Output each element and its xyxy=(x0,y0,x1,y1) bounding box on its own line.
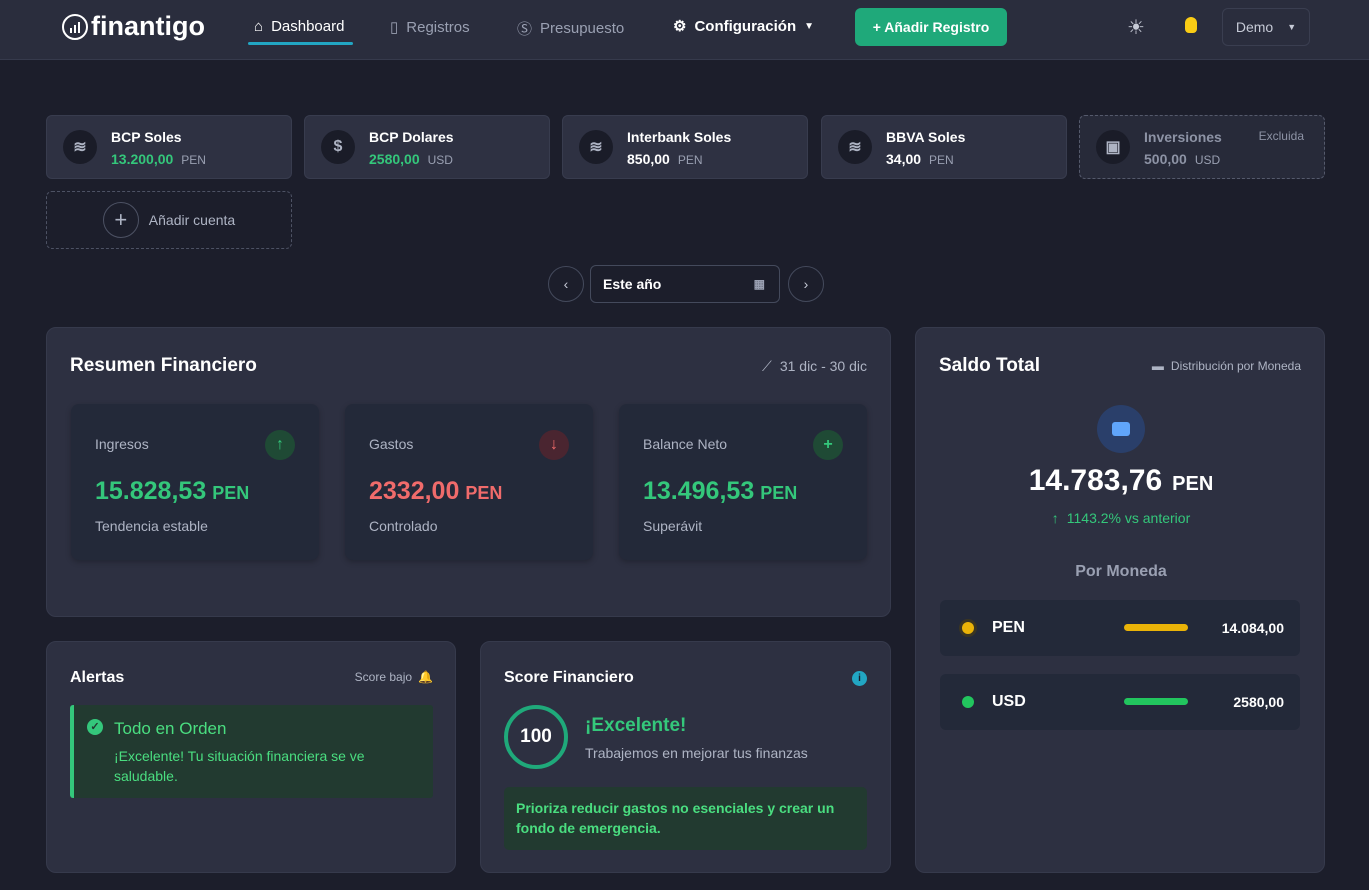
currency-bar xyxy=(1124,698,1188,705)
date-range: 31 dic - 30 dic xyxy=(779,358,867,374)
nav-dashboard[interactable]: ⌂ Dashboard xyxy=(254,18,345,35)
logo-chart-icon xyxy=(62,13,88,40)
nav-configuracion[interactable]: ⚙ Configuración ▼ xyxy=(673,17,815,36)
coins-icon: ≋ xyxy=(579,130,613,164)
coins-icon: ≋ xyxy=(838,130,872,164)
chart-line-icon: ⟋ xyxy=(762,358,772,374)
lightbulb-icon[interactable] xyxy=(1185,17,1197,33)
bell-icon: 🔔 xyxy=(418,670,433,684)
arrow-up-icon: ↑ xyxy=(265,430,295,460)
currency-row-usd[interactable]: USD 2580,00 xyxy=(940,674,1300,730)
plus-icon: + xyxy=(102,202,139,238)
dollar-circle-icon: Ⓢ xyxy=(517,21,533,38)
arrow-down-icon: ↓ xyxy=(539,430,569,460)
logo[interactable]: finantigo xyxy=(62,11,205,42)
coins-icon: ≋ xyxy=(63,130,97,164)
account-card[interactable]: ≋ Interbank Soles 850,00 PEN xyxy=(562,115,808,179)
score-tip: Prioriza reducir gastos no esenciales y … xyxy=(504,787,867,850)
alert-item: ✓ Todo en Orden ¡Excelente! Tu situación… xyxy=(70,705,433,798)
expenses-card: Gastos ↓ 2332,00 PEN Controlado xyxy=(345,404,593,560)
clipboard-icon: ▯ xyxy=(390,19,399,36)
sun-icon[interactable]: ☀ xyxy=(1127,17,1145,39)
arrow-up-icon: ↑ xyxy=(1051,510,1059,526)
top-nav: finantigo ⌂ Dashboard ▯ Registros Ⓢ Presupu… xyxy=(0,0,1369,60)
add-record-button[interactable]: + Añadir Registro xyxy=(855,8,1007,46)
user-menu[interactable]: Demo ▼ xyxy=(1222,8,1310,46)
plus-icon: + xyxy=(813,430,843,460)
dollar-icon: $ xyxy=(321,130,355,164)
chevron-down-icon: ▼ xyxy=(804,20,815,32)
income-card: Ingresos ↑ 15.828,53 PEN Tendencia estable xyxy=(71,404,319,560)
next-period-button[interactable]: › xyxy=(788,266,824,302)
summary-title: Resumen Financiero xyxy=(70,355,257,376)
score-badge: Score bajo xyxy=(354,670,413,684)
alerts-panel: Alertas Score bajo 🔔 ✓ Todo en Orden ¡Exc… xyxy=(46,641,456,873)
wallet-icon: ▬ xyxy=(1151,359,1164,373)
wallet-icon xyxy=(1097,405,1145,453)
calendar-icon: ▦ xyxy=(753,277,765,291)
total-balance: 14.783,76 xyxy=(1028,464,1163,497)
prev-period-button[interactable]: ‹ xyxy=(548,266,584,302)
check-circle-icon: ✓ xyxy=(87,719,103,735)
currency-distribution-link[interactable]: ▬ Distribución por Moneda xyxy=(1151,359,1301,373)
currency-bar xyxy=(1124,624,1188,631)
gear-icon: ⚙ xyxy=(673,18,687,35)
account-card[interactable]: ≋ BCP Soles 13.200,00 PEN xyxy=(46,115,292,179)
net-balance-card: Balance Neto +13.496,53 PEN Superávit xyxy=(619,404,867,560)
wallet-icon: ▣ xyxy=(1096,130,1130,164)
score-panel: Score Financiero i 100 ¡Excelente! Traba… xyxy=(480,641,891,873)
account-card[interactable]: ≋ BBVA Soles 34,00 PEN xyxy=(821,115,1067,179)
chevron-left-icon: ‹ xyxy=(563,276,569,292)
nav-presupuesto[interactable]: Ⓢ Presupuesto xyxy=(517,20,625,38)
add-account-button[interactable]: + Añadir cuenta xyxy=(46,191,292,249)
account-card-excluded[interactable]: ▣ Inversiones Excluida 500,00 USD xyxy=(1079,115,1325,179)
chevron-down-icon: ▼ xyxy=(1287,22,1297,32)
currency-row-pen[interactable]: PEN 14.084,00 xyxy=(940,600,1300,656)
chevron-right-icon: › xyxy=(803,276,809,292)
nav-registros[interactable]: ▯ Registros xyxy=(390,18,470,37)
info-icon[interactable]: i xyxy=(852,671,867,686)
account-card[interactable]: $ BCP Dolares 2580,00 USD xyxy=(304,115,550,179)
excluded-badge: Excluida xyxy=(1258,129,1304,143)
home-icon: ⌂ xyxy=(254,18,264,35)
score-ring: 100 xyxy=(504,705,568,769)
active-indicator xyxy=(248,42,353,45)
period-select[interactable]: Este año ▦ xyxy=(590,265,780,303)
